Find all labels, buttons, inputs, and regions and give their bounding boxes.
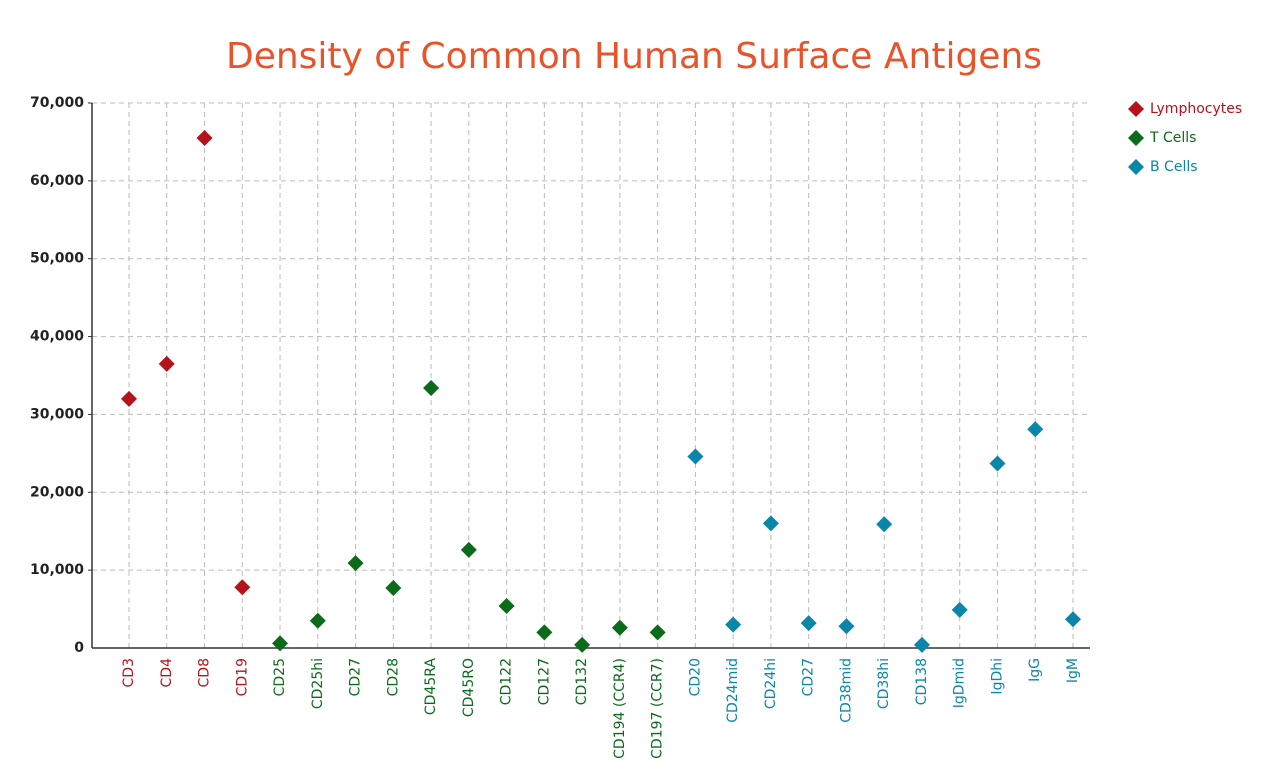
data-point xyxy=(611,619,628,636)
y-tick-label: 20,000 xyxy=(30,484,84,500)
data-point xyxy=(460,541,477,558)
y-tick-label: 0 xyxy=(74,640,84,656)
data-point xyxy=(574,636,591,653)
legend-marker xyxy=(1128,101,1144,117)
data-point xyxy=(800,615,817,632)
x-tick-label: CD20 xyxy=(687,658,703,696)
y-tick-label: 30,000 xyxy=(30,406,84,422)
x-tick-label: CD8 xyxy=(197,658,213,687)
data-point xyxy=(196,130,213,147)
data-point xyxy=(876,516,893,533)
data-point xyxy=(309,612,326,629)
legend-marker xyxy=(1128,130,1144,146)
data-point xyxy=(234,579,251,596)
x-tick-label: CD28 xyxy=(385,658,401,696)
data-point xyxy=(649,624,666,641)
x-tick-label: CD194 (CCR4) xyxy=(612,658,628,759)
y-tick-label: 50,000 xyxy=(30,251,84,267)
data-point xyxy=(762,515,779,532)
data-point xyxy=(121,390,137,407)
x-tick-label: CD38mid xyxy=(838,658,854,723)
x-tick-label: CD138 xyxy=(914,658,930,705)
chart-title: Density of Common Human Surface Antigens xyxy=(226,36,1042,77)
x-tick-label: CD38hi xyxy=(876,658,892,709)
x-tick-label: IgM xyxy=(1065,658,1081,683)
x-tick-label: CD3 xyxy=(121,658,137,687)
y-tick-label: 40,000 xyxy=(30,329,84,345)
x-tick-label: CD197 (CCR7) xyxy=(650,658,666,759)
x-tick-label: CD4 xyxy=(159,658,175,688)
x-tick-label: CD25hi xyxy=(310,658,326,709)
data-point xyxy=(951,601,968,618)
data-point xyxy=(725,616,742,633)
data-point xyxy=(1065,611,1081,628)
x-tick-label: CD27 xyxy=(348,658,364,696)
legend-label: T Cells xyxy=(1149,130,1196,146)
y-tick-label: 60,000 xyxy=(30,173,84,189)
legend-label: B Cells xyxy=(1150,159,1198,175)
x-tick-label: CD45RO xyxy=(461,658,477,717)
x-tick-label: IgG xyxy=(1027,658,1043,682)
x-tick-label: CD25 xyxy=(272,658,288,696)
x-tick-label: CD45RA xyxy=(423,658,439,716)
data-point xyxy=(989,455,1006,472)
y-tick-label: 10,000 xyxy=(30,562,84,578)
x-tick-label: CD122 xyxy=(499,658,515,705)
data-point xyxy=(385,580,402,597)
x-tick-label: CD19 xyxy=(234,658,250,696)
x-tick-label: CD24hi xyxy=(763,658,779,709)
data-point xyxy=(423,379,440,396)
x-tick-label: IgDmid xyxy=(952,658,968,708)
data-point xyxy=(536,624,553,641)
x-tick-label: CD127 xyxy=(536,658,552,705)
data-point xyxy=(687,448,704,465)
legend-label: Lymphocytes xyxy=(1150,101,1242,117)
data-point xyxy=(1027,421,1044,438)
x-tick-label: IgDhi xyxy=(989,658,1005,695)
y-tick-label: 70,000 xyxy=(30,95,84,111)
legend-marker xyxy=(1128,159,1144,175)
x-tick-label: CD27 xyxy=(801,658,817,696)
data-point xyxy=(838,618,855,635)
x-tick-label: CD132 xyxy=(574,658,590,705)
data-point xyxy=(913,636,930,653)
data-point xyxy=(158,355,175,372)
data-point xyxy=(498,597,515,614)
data-point xyxy=(272,635,289,652)
x-tick-label: CD24mid xyxy=(725,658,741,723)
data-point xyxy=(347,555,364,572)
